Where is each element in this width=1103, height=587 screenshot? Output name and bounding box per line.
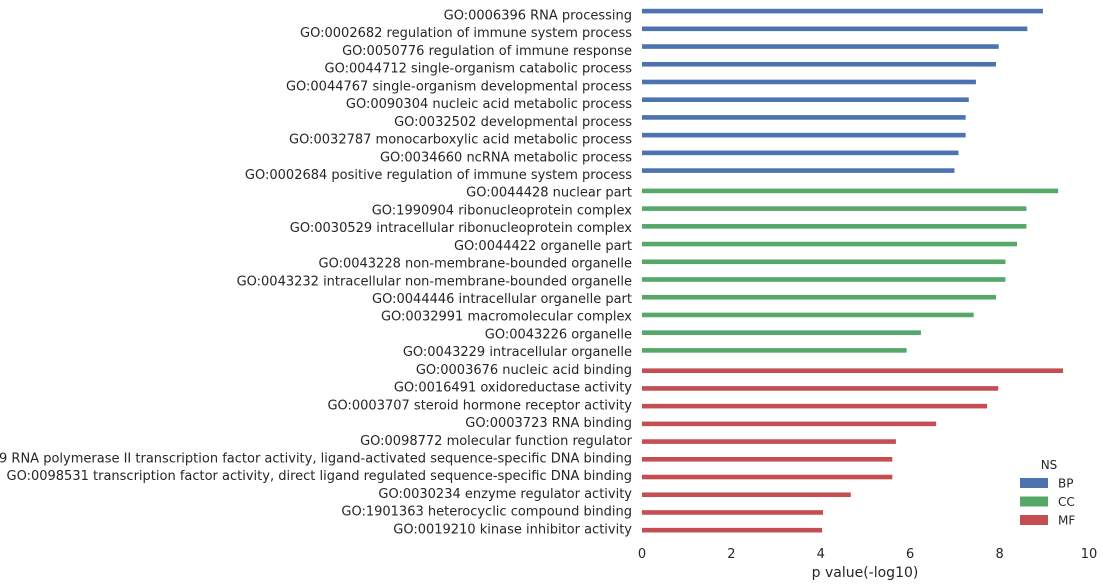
category-label: GO:0006396 RNA processing xyxy=(444,9,632,24)
category-label: GO:0044767 single-organism developmental… xyxy=(286,79,632,94)
bar-bp xyxy=(642,150,959,156)
category-label: GO:0050776 regulation of immune response xyxy=(342,44,632,59)
legend-title: NS xyxy=(1041,458,1058,472)
bar-mf xyxy=(642,368,1064,373)
category-label: GO:0044712 single-organism catabolic pro… xyxy=(325,62,633,77)
category-label: GO:0043228 non-membrane-bounded organell… xyxy=(319,257,633,272)
legend-swatch-bp xyxy=(1020,478,1048,488)
category-label: GO:1901363 heterocyclic compound binding xyxy=(341,505,632,520)
legend-swatch-cc xyxy=(1020,496,1048,507)
x-tick-label: 4 xyxy=(817,547,825,562)
category-labels: GO:0006396 RNA processing GO:0002682 regu… xyxy=(0,9,633,538)
bar-bp xyxy=(642,44,999,49)
category-label: GO:0019210 kinase inhibitor activity xyxy=(393,522,632,537)
bar-mf xyxy=(642,386,999,391)
category-label: GO:0030234 enzyme regulator activity xyxy=(378,487,632,502)
category-label: GO:0032991 macromolecular complex xyxy=(381,310,632,325)
category-label: GO:0003676 nucleic acid binding xyxy=(416,363,632,378)
legend-label: BP xyxy=(1058,477,1073,491)
bar-mf xyxy=(642,403,988,409)
bar-mf xyxy=(642,474,893,480)
category-label: GO:0002682 regulation of immune system p… xyxy=(300,26,632,41)
legend-label: CC xyxy=(1058,495,1075,509)
legend: NS BP CC MF xyxy=(1020,458,1075,528)
bar-bp xyxy=(642,132,966,138)
legend-swatch-mf xyxy=(1020,515,1048,525)
category-label: GO:0032502 developmental process xyxy=(394,115,632,130)
category-label: GO:0044446 intracellular organelle part xyxy=(372,292,632,307)
category-label: GO:0032787 monocarboxylic acid metabolic… xyxy=(289,133,632,148)
bar-mf xyxy=(642,457,893,462)
bar-bp xyxy=(642,168,955,173)
category-label: GO:0043229 intracellular organelle xyxy=(403,345,632,360)
category-label: GO:0003723 RNA binding xyxy=(465,416,632,431)
x-tick-label: 0 xyxy=(638,547,646,562)
bar-bp xyxy=(642,26,1028,32)
category-label: GO:0003707 steroid hormone receptor acti… xyxy=(327,398,632,413)
category-label: GO:0090304 nucleic acid metabolic proces… xyxy=(346,97,632,112)
bar-cc xyxy=(642,206,1027,211)
category-label: GO:0030529 intracellular ribonucleoprote… xyxy=(290,221,633,236)
bar-cc xyxy=(642,277,1006,282)
category-label: GO:0043232 intracellular non-membrane-bo… xyxy=(237,274,632,289)
bar-cc xyxy=(642,348,907,353)
category-label: GO:0043226 organelle xyxy=(485,327,632,342)
legend-label: MF xyxy=(1058,514,1075,528)
bar-cc xyxy=(642,312,974,318)
category-label: GO:0098772 molecular function regulator xyxy=(360,434,633,449)
x-tick-label: 6 xyxy=(906,547,914,562)
x-tick-label: 10 xyxy=(1081,547,1098,562)
bar-bp xyxy=(642,79,976,85)
bar-cc xyxy=(642,188,1059,194)
bar-cc xyxy=(642,259,1006,265)
bar-cc xyxy=(642,224,1027,229)
x-axis-ticks: 0 2 4 6 8 10 xyxy=(638,547,1097,562)
bar-bp xyxy=(642,115,966,120)
category-label: GO:0044428 nuclear part xyxy=(466,186,632,201)
category-label: GO:0098531 transcription factor activity… xyxy=(7,469,632,484)
bar-cc xyxy=(642,241,1018,247)
category-label: GO:0002684 positive regulation of immune… xyxy=(245,168,632,183)
category-label: GO:0034660 ncRNA metabolic process xyxy=(380,150,632,165)
bar-bp xyxy=(642,61,997,67)
bar-mf xyxy=(642,439,896,444)
bar-mf xyxy=(642,510,824,515)
bar-mf xyxy=(642,421,937,427)
bar-cc xyxy=(642,330,921,335)
x-tick-label: 8 xyxy=(995,547,1003,562)
bar-bp xyxy=(642,97,969,102)
category-label: GO:1990904 ribonucleoprotein complex xyxy=(372,203,633,218)
bar-cc xyxy=(642,294,997,300)
category-label: GO:0004879 RNA polymerase II transcripti… xyxy=(0,452,632,467)
category-label: GO:0016491 oxidoreductase activity xyxy=(394,381,632,396)
x-tick-label: 2 xyxy=(727,547,735,562)
bar-mf xyxy=(642,492,851,498)
category-label: GO:0044422 organelle part xyxy=(454,239,632,254)
bar-mf xyxy=(642,527,823,533)
bar-bp xyxy=(642,8,1043,14)
bars xyxy=(642,8,1064,533)
x-axis-label: p value(-log10) xyxy=(812,565,919,581)
